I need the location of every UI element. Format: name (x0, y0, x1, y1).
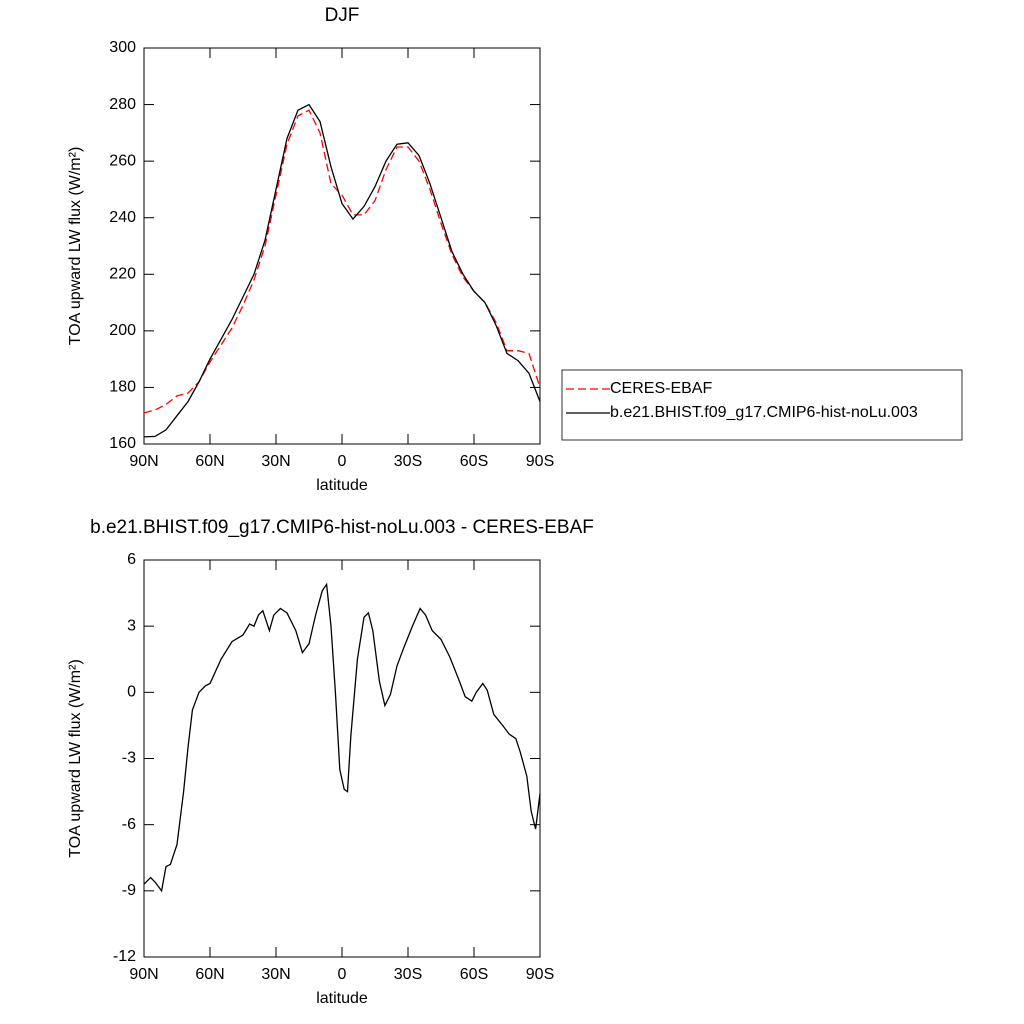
y-tick-label: -6 (122, 816, 136, 833)
y-tick-label: 260 (109, 152, 136, 169)
y-tick-label: 0 (127, 684, 136, 701)
chart-title: DJF (325, 5, 360, 26)
y-axis-label: TOA upward LW flux (W/m²) (67, 659, 84, 858)
y-tick-label: -12 (113, 948, 136, 965)
x-tick-label: 60N (195, 453, 224, 470)
y-tick-label: 160 (109, 435, 136, 452)
x-tick-label: 30N (261, 966, 290, 983)
legend-label: b.e21.BHIST.f09_g17.CMIP6-hist-noLu.003 (610, 404, 918, 421)
legend: CERES-EBAF b.e21.BHIST.f09_g17.CMIP6-hist… (561, 369, 963, 441)
y-tick-label: -3 (122, 750, 136, 767)
plot-frame (143, 559, 541, 958)
x-axis-label: latitude (316, 990, 368, 1007)
y-tick-label: 220 (109, 266, 136, 283)
y-tick-label: 240 (109, 209, 136, 226)
data-line (143, 109, 541, 414)
chart-title: b.e21.BHIST.f09_g17.CMIP6-hist-noLu.003 … (90, 517, 594, 538)
x-tick-label: 90N (129, 453, 158, 470)
data-line (143, 103, 541, 438)
x-tick-label: 30N (261, 453, 290, 470)
data-line (143, 582, 541, 893)
x-tick-label: 30S (394, 966, 422, 983)
y-tick-label: 6 (127, 551, 136, 568)
legend-box (561, 369, 963, 441)
x-tick-label: 60S (460, 966, 488, 983)
x-tick-label: 30S (394, 453, 422, 470)
legend-label: CERES-EBAF (610, 380, 712, 397)
x-tick-label: 0 (338, 966, 347, 983)
y-tick-label: 280 (109, 96, 136, 113)
x-tick-label: 90N (129, 966, 158, 983)
y-tick-label: 200 (109, 322, 136, 339)
y-axis-label: TOA upward LW flux (W/m²) (67, 147, 84, 346)
x-tick-label: 60N (195, 966, 224, 983)
y-tick-label: -9 (122, 882, 136, 899)
x-tick-label: 90S (526, 966, 554, 983)
x-tick-label: 0 (338, 453, 347, 470)
plot-frame (143, 47, 541, 445)
y-tick-label: 180 (109, 379, 136, 396)
x-axis-label: latitude (316, 477, 368, 494)
y-tick-label: 300 (109, 39, 136, 56)
x-tick-label: 90S (526, 453, 554, 470)
y-tick-label: 3 (127, 617, 136, 634)
x-tick-label: 60S (460, 453, 488, 470)
